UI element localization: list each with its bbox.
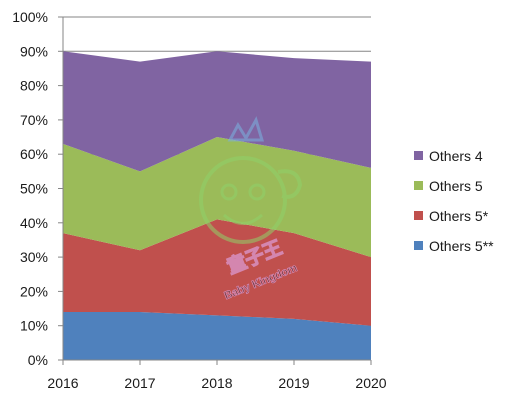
y-tick-label: 60% [20,146,48,162]
area-series [63,219,371,326]
legend-swatch [414,241,423,250]
x-tick-label: 2016 [47,375,78,391]
watermark-eye [248,183,266,201]
legend-label: Others 5* [429,208,489,224]
x-axis-tick-labels: 2016 2017 2018 2019 2020 [47,360,387,391]
legend-swatch [414,151,423,160]
y-tick-label: 20% [20,283,48,299]
legend-swatch [414,211,423,220]
y-tick-label: 80% [20,78,48,94]
area-series [63,51,371,172]
legend-label: Others 5 [429,178,483,194]
y-tick-label: 70% [20,112,48,128]
legend-label: Others 5** [429,238,494,254]
y-tick-label: 90% [20,43,48,59]
y-tick-label: 30% [20,249,48,265]
y-tick-label: 40% [20,215,48,231]
x-tick-label: 2019 [278,375,309,391]
x-tick-label: 2018 [201,375,232,391]
watermark-arm [277,169,303,199]
watermark-smile [223,213,263,225]
y-axis-tick-labels: 0% 10% 20% 30% 40% 50% 60% 70% 80% 90% 100% [12,9,48,368]
legend-label: Others 4 [429,148,483,164]
watermark-crown-icon [227,116,265,142]
watermark-face [199,156,287,244]
y-tick-label: 50% [20,181,48,197]
y-tick-label: 10% [20,318,48,334]
legend: Others 4 Others 5 Others 5* Others 5** [414,148,494,254]
x-tick-label: 2020 [355,375,386,391]
plot-areas [63,51,371,360]
x-tick-label: 2017 [124,375,155,391]
area-series [63,137,371,258]
watermark-eye [220,183,238,201]
legend-swatch [414,181,423,190]
area-series [63,311,371,360]
y-tick-label: 100% [12,9,48,25]
y-tick-label: 0% [28,352,48,368]
